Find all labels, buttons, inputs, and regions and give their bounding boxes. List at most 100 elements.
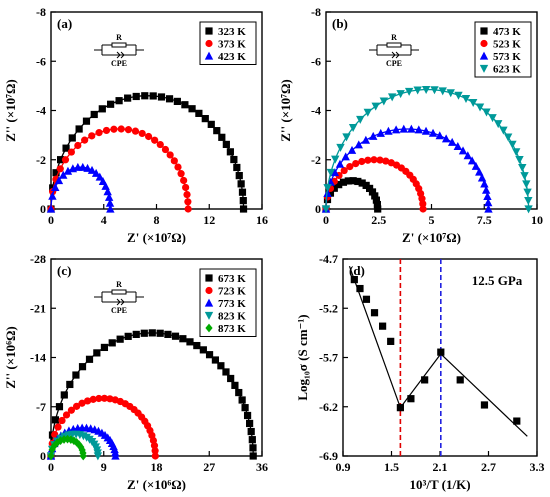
data-point	[384, 126, 393, 135]
data-point	[88, 132, 96, 140]
data-point	[458, 146, 468, 155]
data-point	[95, 172, 104, 181]
circuit-label-cpe: CPE	[111, 306, 127, 315]
x-tick-label: 10	[531, 213, 543, 227]
pressure-annotation: 12.5 GPa	[472, 273, 523, 288]
data-point	[522, 180, 531, 189]
data-point	[513, 417, 521, 425]
data-point	[54, 423, 62, 431]
cpe-symbol	[116, 51, 125, 59]
circuit-label-r: R	[116, 33, 122, 42]
data-point	[477, 173, 487, 182]
data-point	[151, 136, 159, 144]
plot-frame	[342, 258, 538, 457]
data-point	[59, 170, 68, 179]
data-point	[205, 351, 214, 359]
x-tick-label: 12	[203, 213, 215, 227]
fit-curve	[50, 397, 156, 457]
data-point	[350, 275, 358, 284]
data-point	[441, 134, 451, 143]
x-tick-label: 0	[48, 213, 54, 227]
data-point	[201, 115, 209, 123]
data-point	[211, 356, 220, 364]
data-point	[55, 403, 64, 411]
data-point	[148, 329, 156, 337]
data-point	[354, 140, 363, 149]
data-point	[100, 343, 109, 352]
data-point	[524, 205, 533, 214]
data-point	[61, 156, 70, 164]
data-point	[156, 329, 164, 337]
data-point	[330, 184, 338, 192]
panel-d: 0.9 1.5 2.1 2.7 3.3 -6.9 -6.2 -5.7 -5.2 -4.7 10³/T…	[295, 252, 545, 492]
data-point	[222, 368, 230, 376]
legend-marker	[480, 27, 488, 35]
data-point	[233, 163, 241, 172]
data-point	[373, 200, 381, 209]
y-axis-label: Z'' (×10⁶Ω)	[3, 326, 18, 389]
x-axis-label: Z' (×10⁷Ω)	[127, 230, 186, 245]
data-point	[62, 144, 70, 152]
data-point	[508, 140, 517, 149]
data-point	[83, 397, 92, 405]
data-point	[524, 197, 533, 206]
y-axis-label: Z'' (×10⁷Ω)	[3, 79, 18, 142]
data-point	[399, 124, 408, 133]
data-point	[241, 404, 249, 412]
data-point	[382, 157, 390, 165]
y-tick-label: -5.7	[319, 351, 338, 365]
data-point	[438, 87, 447, 96]
data-point	[108, 339, 116, 347]
data-point	[231, 381, 239, 389]
data-point	[396, 404, 404, 412]
data-point	[58, 416, 66, 425]
data-point	[391, 125, 401, 134]
data-point	[346, 163, 354, 171]
data-point	[141, 92, 149, 100]
data-point	[326, 168, 336, 177]
cpe-symbol	[116, 298, 125, 306]
data-point	[330, 168, 340, 177]
data-point	[239, 197, 247, 205]
data-point	[79, 451, 87, 461]
data-point	[56, 165, 64, 173]
data-point	[102, 126, 111, 135]
data-point	[132, 92, 140, 101]
data-point	[243, 411, 252, 420]
data-point	[74, 141, 82, 150]
data-point	[46, 204, 56, 213]
data-point	[515, 156, 524, 165]
data-point	[47, 451, 55, 461]
fit-curve	[325, 88, 530, 210]
y-tick-label: -6.2	[319, 400, 338, 414]
data-point	[247, 427, 255, 436]
data-point	[428, 128, 438, 137]
data-point	[87, 165, 97, 174]
data-point	[371, 192, 379, 200]
data-point	[248, 436, 256, 444]
data-point	[512, 148, 521, 157]
data-point	[344, 177, 352, 185]
data-point	[494, 120, 503, 129]
x-tick-label: 9	[101, 460, 107, 474]
circuit-label-cpe: CPE	[111, 59, 127, 68]
data-point	[182, 183, 190, 192]
data-point	[484, 198, 493, 207]
legend-label: 673 K	[218, 273, 246, 285]
data-point	[238, 188, 247, 196]
data-point	[414, 125, 423, 134]
legend-marker	[205, 323, 213, 333]
y-tick-label: 0	[40, 202, 46, 216]
fit-curve	[50, 166, 111, 210]
x-tick-label: 16	[256, 213, 268, 227]
fit-line	[440, 353, 528, 437]
legend-marker	[204, 311, 214, 320]
data-point	[396, 90, 405, 99]
data-point	[75, 440, 83, 449]
data-point	[387, 337, 395, 345]
fit-line	[399, 353, 442, 409]
data-point	[341, 152, 350, 161]
panel-label: (c)	[57, 263, 71, 278]
y-tick-label: -6	[311, 54, 321, 68]
x-axis-label: 10³/T (1/K)	[409, 477, 470, 492]
